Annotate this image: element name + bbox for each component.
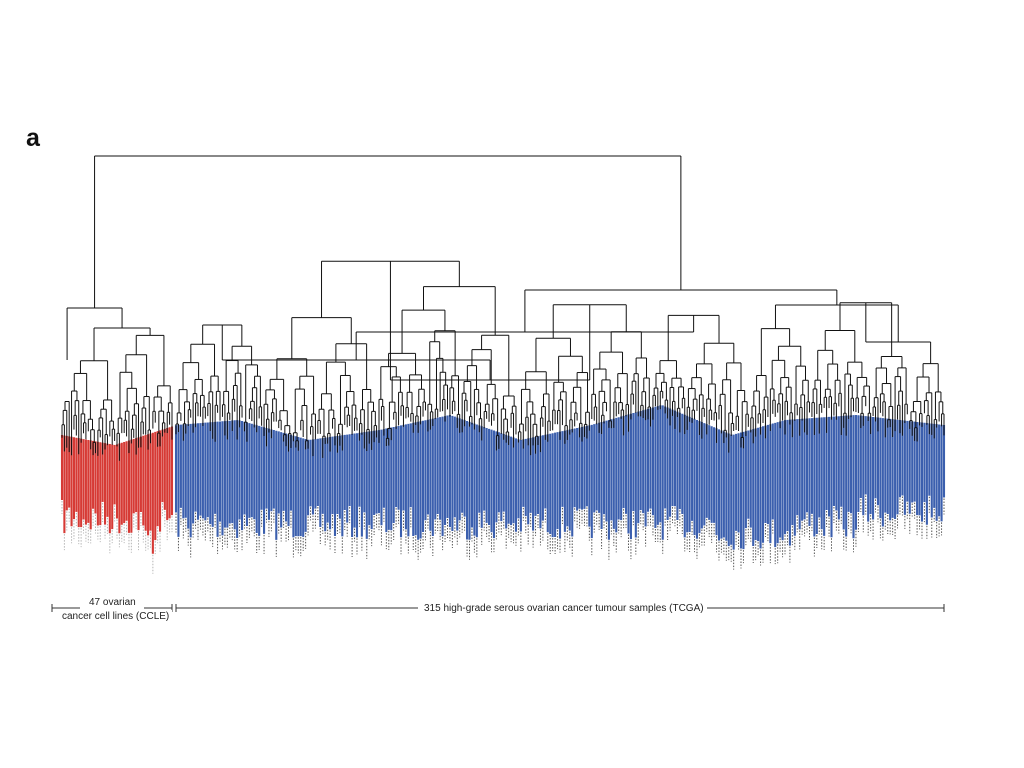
ccle-group-label-line1: 47 ovarian — [86, 596, 139, 609]
group-brackets — [51, 604, 945, 612]
ccle-group-label-line2: cancer cell lines (CCLE) — [59, 610, 173, 623]
panel-label: a — [26, 124, 40, 152]
dendrogram-tree — [61, 155, 945, 461]
tcga-group-label: 315 high-grade serous ovarian cancer tum… — [421, 602, 707, 615]
leaf-layer — [60, 405, 946, 574]
